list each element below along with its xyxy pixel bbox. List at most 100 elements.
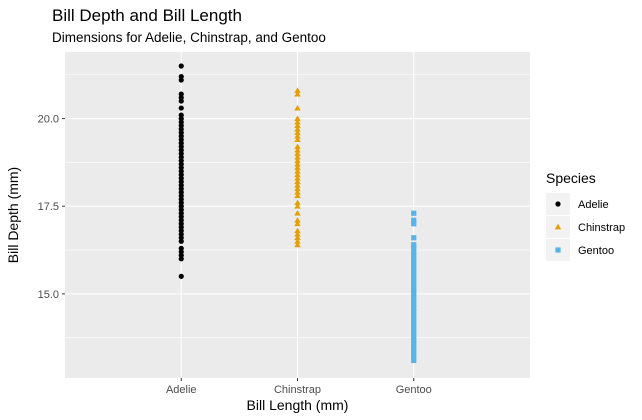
- data-point-gentoo: [411, 354, 417, 360]
- data-point-gentoo: [411, 357, 417, 364]
- data-point-chinstrap: [294, 164, 301, 171]
- data-point-chinstrap: [294, 153, 301, 160]
- axis-ticks: 15.0 17.5 20.0 Adelie Chinstrap Gentoo: [38, 114, 432, 396]
- data-point-gentoo: [411, 336, 417, 343]
- data-point-gentoo: [411, 252, 417, 258]
- data-point-adelie: [178, 105, 184, 111]
- data-point-gentoo: [411, 221, 417, 227]
- x-tick-label: Adelie: [166, 384, 197, 396]
- x-tick-label: Chinstrap: [274, 384, 321, 396]
- data-point-chinstrap: [294, 192, 301, 199]
- data-point-chinstrap: [294, 104, 301, 111]
- y-tick-label: 17.5: [38, 201, 59, 213]
- data-point-chinstrap: [294, 129, 301, 136]
- data-point-gentoo: [411, 333, 417, 339]
- data-point-chinstrap: [294, 167, 301, 174]
- data-point-chinstrap: [294, 160, 301, 167]
- data-point-chinstrap: [294, 157, 301, 164]
- data-points: [178, 63, 417, 364]
- data-point-gentoo: [411, 294, 417, 300]
- data-point-chinstrap: [294, 182, 301, 188]
- data-point-chinstrap: [294, 178, 301, 185]
- data-point-gentoo: [411, 277, 417, 283]
- data-point-chinstrap: [294, 189, 301, 195]
- data-point-gentoo: [411, 266, 417, 272]
- data-point-gentoo: [411, 315, 417, 322]
- legend-title: Species: [546, 170, 596, 186]
- data-point-chinstrap: [294, 199, 301, 206]
- data-point-chinstrap: [294, 171, 301, 178]
- data-point-gentoo: [411, 347, 417, 353]
- legend: Species Adelie Chinstrap Gentoo: [546, 170, 625, 261]
- legend-label: Gentoo: [578, 245, 614, 257]
- data-point-adelie: [178, 112, 184, 118]
- data-point-gentoo: [411, 329, 417, 336]
- legend-label: Adelie: [578, 199, 609, 211]
- data-point-gentoo: [411, 287, 417, 293]
- x-tick-label: Gentoo: [396, 384, 432, 396]
- data-point-chinstrap: [294, 234, 301, 241]
- data-point-gentoo: [411, 322, 417, 329]
- chart-title: Bill Depth and Bill Length: [52, 6, 242, 25]
- data-point-gentoo: [411, 340, 417, 346]
- data-point-adelie: [178, 73, 184, 80]
- legend-marker-chinstrap: [554, 223, 562, 230]
- data-point-gentoo: [411, 284, 417, 290]
- data-point-chinstrap: [294, 115, 301, 122]
- data-point-chinstrap: [294, 217, 301, 223]
- data-point-gentoo: [411, 350, 417, 357]
- y-axis-title: Bill Depth (mm): [5, 167, 21, 263]
- data-point-gentoo: [411, 263, 417, 269]
- data-point-gentoo: [411, 301, 417, 307]
- data-point-gentoo: [411, 259, 417, 265]
- legend-marker-gentoo: [555, 247, 561, 253]
- legend-marker-adelie: [555, 201, 561, 207]
- legend-label: Chinstrap: [578, 222, 625, 234]
- data-point-gentoo: [411, 245, 417, 251]
- data-point-gentoo: [411, 343, 417, 350]
- data-point-chinstrap: [294, 132, 301, 139]
- data-point-gentoo: [411, 249, 417, 255]
- data-point-chinstrap: [294, 150, 301, 157]
- data-point-gentoo: [411, 291, 417, 297]
- data-point-chinstrap: [294, 203, 301, 209]
- x-axis-title: Bill Length (mm): [247, 397, 349, 413]
- data-point-chinstrap: [294, 220, 301, 227]
- data-point-gentoo: [411, 280, 417, 286]
- y-tick-label: 15.0: [38, 289, 59, 301]
- y-tick-label: 20.0: [38, 114, 59, 126]
- data-point-chinstrap: [294, 122, 301, 129]
- data-point-gentoo: [411, 298, 417, 304]
- data-point-gentoo: [411, 308, 417, 314]
- data-point-chinstrap: [294, 146, 301, 153]
- data-point-gentoo: [411, 326, 417, 332]
- data-point-chinstrap: [294, 90, 301, 97]
- data-point-adelie: [178, 63, 184, 69]
- data-point-chinstrap: [294, 87, 301, 93]
- data-point-chinstrap: [294, 118, 301, 125]
- data-point-adelie: [178, 91, 184, 97]
- data-point-chinstrap: [294, 185, 301, 192]
- data-point-gentoo: [411, 270, 417, 276]
- chart-subtitle: Dimensions for Adelie, Chinstrap, and Ge…: [52, 30, 326, 45]
- data-point-chinstrap: [294, 174, 301, 181]
- data-point-adelie: [178, 273, 184, 279]
- data-point-chinstrap: [294, 241, 301, 248]
- data-point-chinstrap: [294, 227, 301, 234]
- data-point-chinstrap: [294, 238, 301, 244]
- data-point-gentoo: [411, 319, 417, 325]
- data-point-gentoo: [411, 210, 417, 216]
- data-point-chinstrap: [294, 136, 301, 143]
- data-point-gentoo: [411, 217, 417, 223]
- data-point-chinstrap: [294, 231, 301, 237]
- data-point-gentoo: [411, 273, 417, 279]
- data-point-adelie: [178, 245, 184, 251]
- data-point-gentoo: [411, 242, 417, 248]
- data-point-chinstrap: [294, 125, 301, 132]
- data-point-gentoo: [411, 305, 417, 311]
- data-point-chinstrap: [294, 143, 301, 150]
- data-point-gentoo: [411, 235, 417, 241]
- data-point-gentoo: [411, 312, 417, 318]
- data-point-gentoo: [411, 256, 417, 262]
